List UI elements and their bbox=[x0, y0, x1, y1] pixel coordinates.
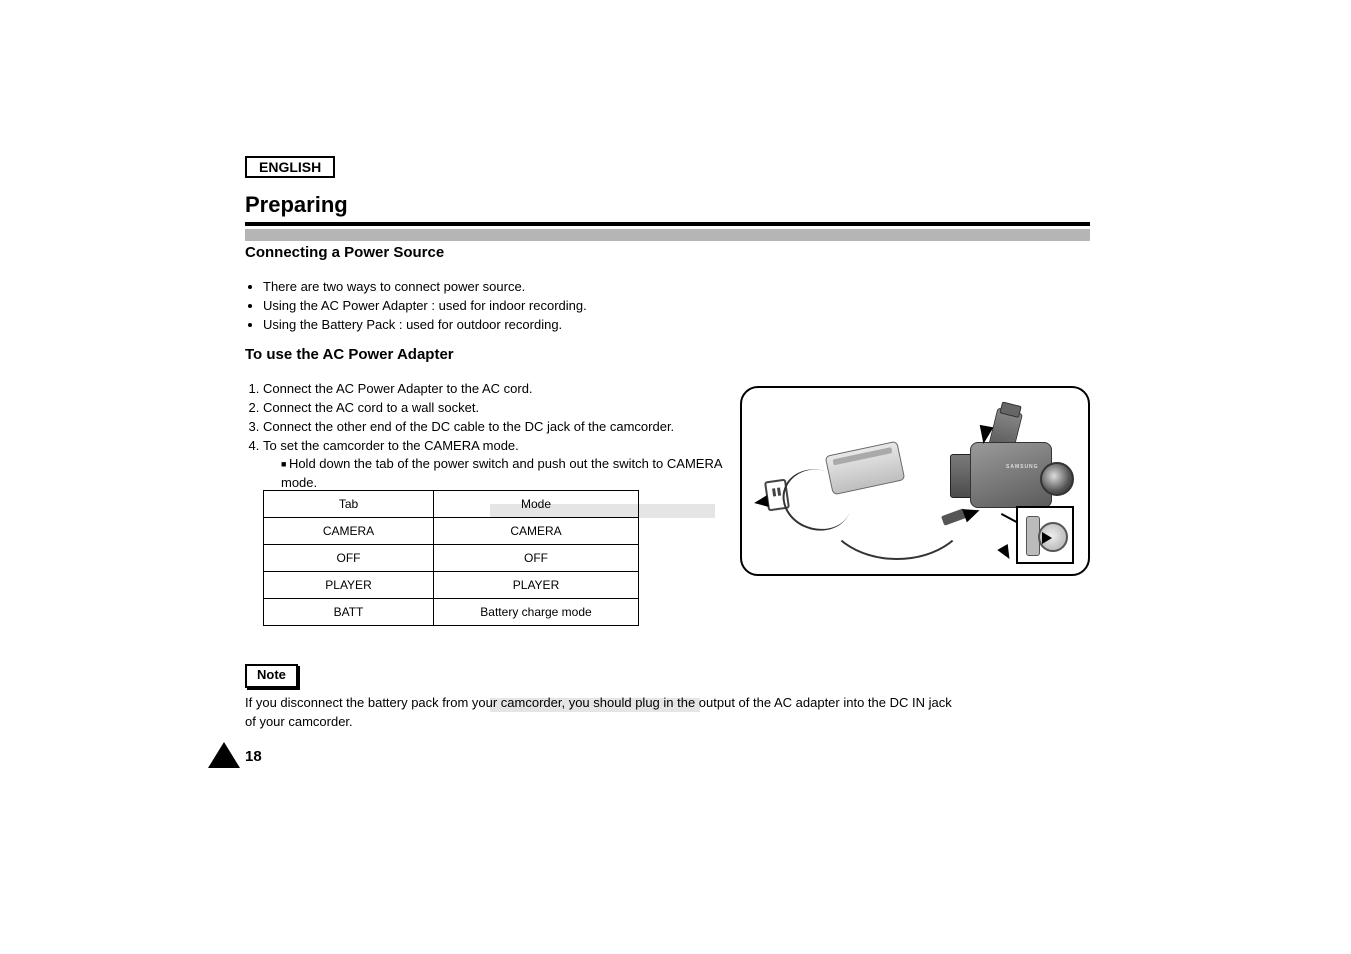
lens-icon bbox=[1040, 462, 1074, 496]
table-header-row: Tab Mode bbox=[264, 491, 639, 518]
subsection-1-body: There are two ways to connect power sour… bbox=[245, 278, 965, 335]
table-row: PLAYER PLAYER bbox=[264, 572, 639, 599]
language-tag: ENGLISH bbox=[245, 156, 335, 178]
step: To set the camcorder to the CAMERA mode.… bbox=[263, 437, 725, 494]
plug-arrow-icon bbox=[753, 495, 769, 509]
table-cell: CAMERA bbox=[264, 518, 434, 545]
table-header: Mode bbox=[434, 491, 639, 518]
page-number: 18 bbox=[245, 748, 262, 765]
subsection-2-body: Connect the AC Power Adapter to the AC c… bbox=[245, 380, 725, 493]
subsection-2-title: To use the AC Power Adapter bbox=[245, 346, 454, 363]
sub1-bullet: Using the Battery Pack : used for outdoo… bbox=[263, 316, 965, 335]
table-cell: OFF bbox=[264, 545, 434, 572]
table-cell: PLAYER bbox=[264, 572, 434, 599]
table-cell: CAMERA bbox=[434, 518, 639, 545]
power-switch-inset bbox=[1016, 506, 1074, 564]
table-row: CAMERA CAMERA bbox=[264, 518, 639, 545]
sub1-bullet: There are two ways to connect power sour… bbox=[263, 278, 965, 297]
subsection-1-title-text: Connecting a Power Source bbox=[245, 244, 444, 261]
table-cell: PLAYER bbox=[434, 572, 639, 599]
rule-gray bbox=[245, 229, 1090, 241]
note-text: If you disconnect the battery pack from … bbox=[245, 695, 952, 729]
table-cell: Battery charge mode bbox=[434, 599, 639, 626]
table-header: Tab bbox=[264, 491, 434, 518]
rule-thick bbox=[245, 222, 1090, 226]
switch-arrow-icon bbox=[997, 544, 1014, 562]
play-indicator-icon bbox=[1042, 532, 1052, 544]
table-row: BATT Battery charge mode bbox=[264, 599, 639, 626]
sub1-bullet: Using the AC Power Adapter : used for in… bbox=[263, 297, 965, 316]
subsection-2-title-text: To use the AC Power Adapter bbox=[245, 346, 454, 363]
subsection-1-title: Connecting a Power Source bbox=[245, 244, 444, 261]
step: Connect the other end of the DC cable to… bbox=[263, 418, 725, 437]
table-row: OFF OFF bbox=[264, 545, 639, 572]
step: Connect the AC Power Adapter to the AC c… bbox=[263, 380, 725, 399]
note-block: Note If you disconnect the battery pack … bbox=[245, 664, 965, 732]
mode-table: Tab Mode CAMERA CAMERA OFF OFF PLAYER PL… bbox=[263, 490, 639, 626]
note-label: Note bbox=[245, 664, 298, 688]
table-cell: BATT bbox=[264, 599, 434, 626]
brand-label: SAMSUNG bbox=[1006, 464, 1039, 470]
connection-illustration: SAMSUNG bbox=[740, 386, 1090, 576]
section-title: Preparing bbox=[245, 192, 348, 218]
step-text: To set the camcorder to the CAMERA mode. bbox=[263, 438, 519, 453]
page-marker-triangle-icon bbox=[208, 742, 240, 768]
substep: Hold down the tab of the power switch an… bbox=[281, 455, 725, 493]
table-cell: OFF bbox=[434, 545, 639, 572]
step: Connect the AC cord to a wall socket. bbox=[263, 399, 725, 418]
manual-page: ENGLISH Preparing Connecting a Power Sou… bbox=[0, 0, 1351, 954]
